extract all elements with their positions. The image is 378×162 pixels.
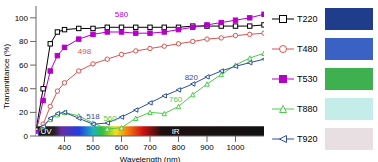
svg-text:20: 20 (19, 108, 28, 117)
html-text:T530: T530 (297, 74, 318, 84)
svg-text:600: 600 (115, 143, 129, 152)
svg-text:Transmittance (%): Transmittance (%) (8, 44, 11, 109)
svg-text:518: 518 (86, 112, 100, 121)
svg-text:400: 400 (58, 143, 72, 152)
html-text:T920: T920 (297, 134, 318, 144)
html-text:T880: T880 (297, 104, 318, 114)
svg-text:UV: UV (40, 127, 52, 136)
html-text:T480: T480 (297, 44, 318, 54)
svg-text:580: 580 (115, 10, 129, 19)
svg-text:80: 80 (19, 37, 28, 46)
svg-text:500: 500 (86, 143, 100, 152)
svg-text:900: 900 (200, 143, 214, 152)
svg-text:40: 40 (19, 85, 28, 94)
svg-text:IR: IR (172, 127, 180, 136)
svg-text:60: 60 (19, 61, 28, 70)
svg-text:498: 498 (78, 47, 92, 56)
svg-text:100: 100 (15, 14, 29, 23)
svg-text:700: 700 (143, 143, 157, 152)
svg-text:760: 760 (169, 95, 183, 104)
svg-text:820: 820 (185, 73, 199, 82)
svg-text:560: 560 (103, 114, 117, 123)
svg-text:Wavelength (nm): Wavelength (nm) (120, 155, 181, 162)
svg-text:1000: 1000 (227, 143, 245, 152)
svg-text:0: 0 (24, 132, 29, 141)
html-text:T220: T220 (297, 14, 318, 24)
svg-text:800: 800 (172, 143, 186, 152)
